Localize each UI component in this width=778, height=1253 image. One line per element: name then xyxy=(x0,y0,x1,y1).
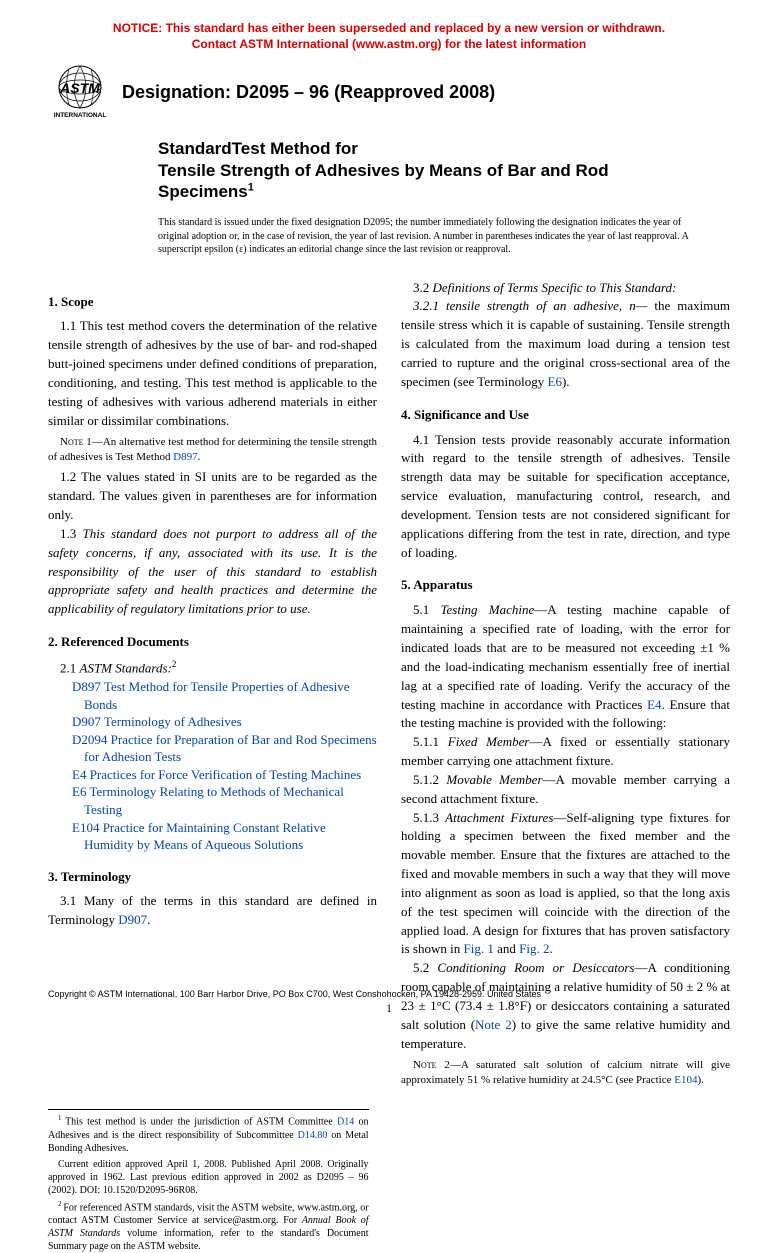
columns: 1. Scope 1.1 This test method covers the… xyxy=(48,279,730,1092)
title-block: StandardTest Method for Tensile Strength… xyxy=(158,138,730,202)
ref-d897[interactable]: D897 Test Method for Tensile Properties … xyxy=(60,678,377,713)
note-2: Note 2—A saturated salt solution of calc… xyxy=(401,1058,730,1090)
title-line3: Specimens1 xyxy=(158,181,730,202)
ref-e6[interactable]: E6 Terminology Relating to Methods of Me… xyxy=(60,783,377,818)
link-note2[interactable]: Note 2 xyxy=(475,1017,512,1032)
link-d897[interactable]: D897 xyxy=(173,451,197,463)
refdocs-heading: 2. Referenced Documents xyxy=(48,633,377,652)
para-5-1-3: 5.1.3 Attachment Fixtures—Self-aligning … xyxy=(401,809,730,960)
ref-d2094[interactable]: D2094 Practice for Preparation of Bar an… xyxy=(60,731,377,766)
astm-standards-subhead: 2.1 ASTM Standards:2 xyxy=(48,658,377,678)
title-line2: Tensile Strength of Adhesives by Means o… xyxy=(158,160,730,181)
para-3-2-1: 3.2.1 tensile strength of an adhesive, n… xyxy=(401,297,730,391)
ref-d907[interactable]: D907 Terminology of Adhesives xyxy=(60,713,377,731)
terminology-heading: 3. Terminology xyxy=(48,868,377,887)
para-5-1-1: 5.1.1 Fixed Member—A fixed or essentiall… xyxy=(401,733,730,771)
footnotes: 1 This test method is under the jurisdic… xyxy=(48,1109,369,1253)
footnote-2: 2 For referenced ASTM standards, visit t… xyxy=(48,1200,369,1253)
notice-line1: NOTICE: This standard has either been su… xyxy=(113,21,665,35)
link-fig1[interactable]: Fig. 1 xyxy=(463,941,493,956)
para-1-2: 1.2 The values stated in SI units are to… xyxy=(48,468,377,525)
para-3-2: 3.2 Definitions of Terms Specific to Thi… xyxy=(401,279,730,298)
designation: Designation: D2095 – 96 (Reapproved 2008… xyxy=(122,79,495,105)
header-row: ASTM INTERNATIONAL Designation: D2095 – … xyxy=(48,64,730,120)
notice-banner: NOTICE: This standard has either been su… xyxy=(48,20,730,52)
svg-text:ASTM: ASTM xyxy=(59,80,100,96)
para-3-1: 3.1 Many of the terms in this standard a… xyxy=(48,892,377,930)
svg-text:INTERNATIONAL: INTERNATIONAL xyxy=(54,112,107,119)
para-1-3: 1.3 This standard does not purport to ad… xyxy=(48,525,377,619)
link-fig2[interactable]: Fig. 2 xyxy=(519,941,549,956)
para-1-1: 1.1 This test method covers the determin… xyxy=(48,317,377,430)
link-d1480[interactable]: D14.80 xyxy=(298,1130,328,1141)
link-e4[interactable]: E4 xyxy=(647,697,661,712)
right-column: 3.2 Definitions of Terms Specific to Thi… xyxy=(401,279,730,1092)
notice-line2: Contact ASTM International (www.astm.org… xyxy=(192,37,586,51)
astm-logo: ASTM INTERNATIONAL xyxy=(48,64,112,120)
scope-heading: 1. Scope xyxy=(48,293,377,312)
ref-e104[interactable]: E104 Practice for Maintaining Constant R… xyxy=(60,819,377,854)
para-5-1: 5.1 Testing Machine—A testing machine ca… xyxy=(401,601,730,733)
link-d14[interactable]: D14 xyxy=(337,1117,354,1128)
para-5-1-2: 5.1.2 Movable Member—A movable member ca… xyxy=(401,771,730,809)
apparatus-heading: 5. Apparatus xyxy=(401,576,730,595)
link-e104[interactable]: E104 xyxy=(674,1074,697,1086)
left-column: 1. Scope 1.1 This test method covers the… xyxy=(48,279,377,1092)
significance-heading: 4. Significance and Use xyxy=(401,406,730,425)
ref-e4[interactable]: E4 Practices for Force Verification of T… xyxy=(60,766,377,784)
title-line1: StandardTest Method for xyxy=(158,138,730,159)
para-4-1: 4.1 Tension tests provide reasonably acc… xyxy=(401,431,730,563)
link-e6[interactable]: E6 xyxy=(548,374,562,389)
footnote-1: 1 This test method is under the jurisdic… xyxy=(48,1114,369,1154)
link-d907[interactable]: D907 xyxy=(118,912,147,927)
note-1: Note 1—An alternative test method for de… xyxy=(48,435,377,467)
footnote-1b: Current edition approved April 1, 2008. … xyxy=(48,1158,369,1197)
page-number: 1 xyxy=(0,1000,778,1017)
issued-note: This standard is issued under the fixed … xyxy=(158,216,706,257)
